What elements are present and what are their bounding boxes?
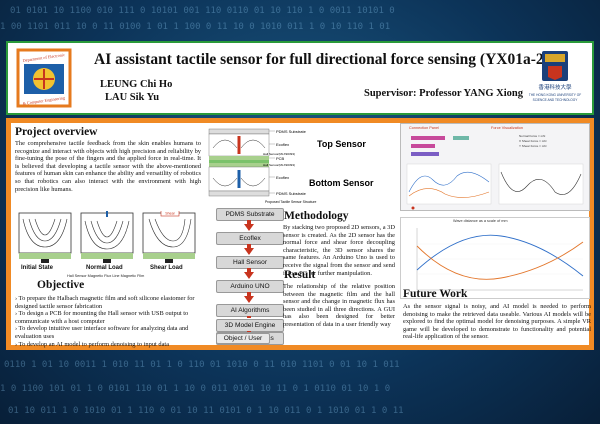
wave-chart: Wave distance as a scale of mm [400, 217, 590, 299]
hkust-cjk-name: 香港科技大學 [538, 83, 572, 91]
flow-arrow [244, 272, 254, 279]
main-panel: Project overview The comprehensive tacti… [6, 118, 594, 350]
objective-item: › To develop intuitive user interface so… [15, 325, 189, 340]
flow-step-object-user-visible: Object / User [216, 333, 270, 344]
project-overview-heading: Project overview [15, 126, 98, 138]
bottom-sensor-label: Bottom Sensor [309, 178, 374, 188]
background-code-pattern: 1 0 1100 101 01 1 0 0101 110 01 1 10 0 0… [0, 384, 391, 394]
supervisor: Supervisor: Professor YANG Xiong [364, 88, 523, 99]
sensor-structure-caption: Proposed Tactile Sensor Structure [265, 200, 317, 204]
flow-arrow [247, 331, 251, 332]
pdms-top-label: PDMS Substrate [276, 129, 307, 134]
authors: LEUNG Chi Ho LAU Sik Yu [100, 78, 172, 104]
ece-department-logo: Department of Electronic & Computer Engi… [16, 48, 72, 108]
project-overview-text: The comprehensive tactile feedback from … [15, 140, 201, 193]
load-state-illustration: Shear [18, 211, 196, 263]
background-code-pattern: 01 0101 10 1100 010 111 0 10101 001 110 … [10, 6, 395, 16]
poster-header: Department of Electronic & Computer Engi… [6, 41, 594, 115]
gui-button[interactable] [411, 152, 439, 156]
top-sensor-label: Top Sensor [317, 139, 366, 149]
author-name: LEUNG Chi Ho [100, 79, 173, 90]
gui-readouts: Normal Force = mN X Shear Force = mN Y S… [519, 134, 547, 148]
future-work-text: As the sensor signal is noisy, and AI mo… [403, 303, 591, 341]
initial-state-figure [18, 212, 72, 263]
gui-button[interactable] [411, 136, 445, 140]
svg-text:THE HONG KONG UNIVERSITY OF: THE HONG KONG UNIVERSITY OF [529, 93, 581, 97]
result-text: The relationship of the relative positio… [283, 283, 395, 328]
flow-arrow [244, 296, 254, 303]
svg-text:& Computer Engineering: & Computer Engineering [22, 95, 66, 106]
flow-arrow [247, 268, 251, 272]
wave-series-orange [416, 241, 584, 280]
pcb-label: PCB [276, 156, 285, 161]
objective-item: › To prepare the Halbach magnetic film a… [15, 295, 195, 310]
background-code-pattern: 1 00 1101 011 10 0 11 0100 1 01 1 100 0 … [0, 22, 391, 32]
result-heading: Result [284, 269, 316, 281]
objective-heading: Objective [37, 279, 85, 291]
magnet-caption: Hall Sensor Magnetic Flux Line Magnetic … [67, 274, 145, 278]
gui-button[interactable] [411, 144, 435, 148]
future-work-heading: Future Work [403, 288, 468, 300]
background-code-pattern: 01 10 011 1 0 1010 01 1 110 0 01 10 11 0… [8, 406, 404, 416]
gui-button[interactable] [453, 136, 469, 140]
normal-load-figure [80, 211, 134, 263]
flow-arrow [247, 244, 251, 248]
methodology-heading: Methodology [284, 210, 349, 222]
hall-bottom-label: Hall Sensor(MLX90393) [263, 163, 295, 167]
flow-step-ecoflex: Ecoflex [216, 232, 284, 245]
flow-arrow [244, 248, 254, 255]
objective-list: › To prepare the Halbach magnetic film a… [15, 295, 203, 348]
objective-item: › To design a PCB for mounting the Hall … [15, 310, 189, 325]
svg-text:Department of Electronic: Department of Electronic [22, 52, 65, 63]
poster-title: AI assistant tactile sensor for full dir… [94, 51, 557, 68]
ecoflex-top-label: Ecoflex [276, 142, 289, 147]
initial-state-label: Initial State [21, 265, 54, 271]
shear-load-figure: Shear [142, 211, 196, 263]
gui-force-title: Force Visualization [491, 126, 524, 130]
pdms-bottom-label: PDMS Substrate [276, 191, 307, 196]
methodology-text: By stacking two proposed 2D sensors, a 3… [283, 224, 395, 277]
normal-load-label: Normal Load [86, 265, 123, 271]
objective-item: › To develop an AI model to perform deno… [15, 340, 170, 348]
flow-arrow [247, 220, 251, 224]
gui-screenshot: Connection Panel Force Visualization Nor… [400, 123, 590, 211]
gui-plots [406, 163, 584, 210]
ecoflex-bottom-label: Ecoflex [276, 175, 289, 180]
wave-chart-title: Wave distance as a scale of mm [453, 219, 508, 223]
wave-chart-plot [416, 228, 584, 291]
hkust-logo: 香港科技大學 THE HONG KONG UNIVERSITY OF SCIEN… [529, 51, 581, 102]
svg-text:SCIENCE AND TECHNOLOGY: SCIENCE AND TECHNOLOGY [533, 98, 579, 102]
shear-force-label: Shear [165, 212, 175, 216]
flow-arrow [247, 316, 251, 318]
gui-connection-title: Connection Panel [409, 126, 439, 130]
wave-series-blue [416, 234, 584, 277]
shear-load-label: Shear Load [150, 265, 183, 271]
sensor-structure-diagram: PDMS Substrate Ecoflex Hall Sensor(MLX90… [205, 126, 399, 206]
flow-arrow [247, 292, 251, 296]
background-code-pattern: 0110 1 01 10 0011 1 010 11 01 1 0 110 01… [4, 360, 400, 370]
author-name: LAU Sik Yu [105, 92, 160, 103]
flow-arrow [244, 224, 254, 231]
hall-top-label: Hall Sensor(MLX90393) [263, 152, 295, 156]
